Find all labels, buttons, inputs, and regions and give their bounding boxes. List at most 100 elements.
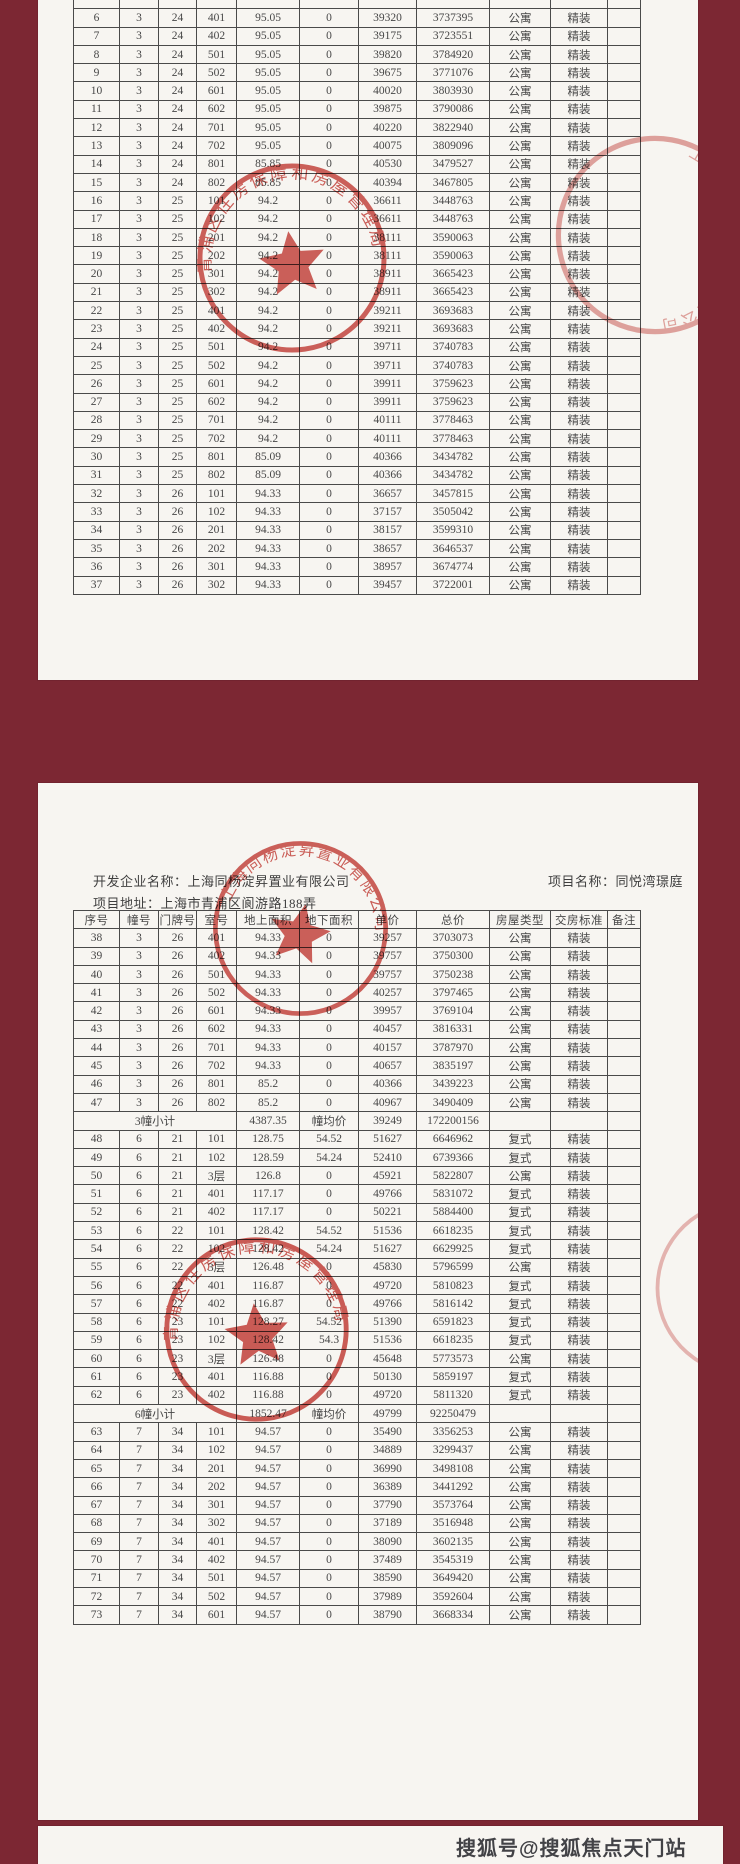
table-cell xyxy=(607,1495,641,1515)
table-cell: 0 xyxy=(299,946,359,966)
table-cell: 0 xyxy=(299,154,359,174)
table-cell: 3层 xyxy=(196,1166,237,1186)
table-cell: 公寓 xyxy=(489,1257,551,1277)
table-cell: 5811320 xyxy=(416,1385,490,1406)
table-cell: 公寓 xyxy=(489,465,551,486)
table-cell: 25 xyxy=(158,337,197,357)
table-cell: 47 xyxy=(73,1092,120,1113)
table-cell: 45 xyxy=(73,1056,120,1076)
table-cell: 201 xyxy=(196,1458,237,1479)
table-row: 6 3 24 401 95.05 0 39320 3737395 公寓 精装 xyxy=(73,8,641,28)
table-cell: 精装 xyxy=(550,928,608,948)
table-cell: 0 xyxy=(299,1513,359,1534)
table-cell: 36611 xyxy=(358,209,417,229)
table-cell: 94.57 xyxy=(236,1532,300,1552)
table-cell: 34 xyxy=(158,1495,197,1515)
table-cell: 精装 xyxy=(550,374,608,394)
table-cell: 7 xyxy=(73,26,120,46)
table-cell xyxy=(607,983,641,1003)
table-cell: 52 xyxy=(73,1202,120,1223)
table-cell: 701 xyxy=(196,118,237,138)
table-cell: 62 xyxy=(73,1385,120,1406)
table-cell: 公寓 xyxy=(489,1513,551,1534)
table-cell: 22 xyxy=(158,1294,197,1314)
table-row: 49 6 21 102 128.59 54.24 52410 6739366 复式 精装 xyxy=(73,1147,641,1168)
table-cell: 38111 xyxy=(358,246,417,266)
table-cell: 0 xyxy=(299,392,359,412)
table-cell: 0 xyxy=(299,1275,359,1296)
table-cell: 94.57 xyxy=(236,1550,300,1570)
price-table-page1: 6 3 24 401 95.05 0 39320 3737395 公寓 精装 7 3 24 402 95.0… xyxy=(73,0,641,595)
table-row: 17 3 25 102 94.2 0 36611 3448763 公寓 精装 xyxy=(73,209,641,229)
table-cell: 3 xyxy=(119,246,159,266)
table-cell: 公寓 xyxy=(489,374,551,394)
table-cell: 402 xyxy=(196,1202,237,1223)
table-row: 67 7 34 301 94.57 0 37790 3573764 公寓 精装 xyxy=(73,1495,641,1515)
table-row: 59 6 23 102 128.42 54.3 51536 6618235 复式 精装 xyxy=(73,1330,641,1351)
table-cell: 0 xyxy=(299,1056,359,1076)
table-cell: 601 xyxy=(196,1605,237,1625)
table-cell: 6幢小计 xyxy=(73,1404,237,1424)
table-cell: 54.24 xyxy=(299,1147,359,1168)
table-cell: 25 xyxy=(158,447,197,467)
table-cell: 0 xyxy=(299,1019,359,1040)
table-cell xyxy=(607,81,641,101)
table-cell: 精装 xyxy=(550,1477,608,1497)
table-cell xyxy=(607,1038,641,1058)
table-cell xyxy=(607,557,641,577)
table-cell: 38590 xyxy=(358,1568,417,1588)
table-cell: 802 xyxy=(196,172,237,193)
table-cell: 0 xyxy=(299,1532,359,1552)
table-cell: 23 xyxy=(158,1385,197,1406)
document-page-1: 6 3 24 401 95.05 0 39320 3737395 公寓 精装 7 3 24 402 95.0… xyxy=(38,0,698,680)
table-cell: 公寓 xyxy=(489,1001,551,1021)
table-cell: 3693683 xyxy=(416,319,490,339)
table-cell: 3 xyxy=(119,337,159,357)
table-cell: 40366 xyxy=(358,447,417,467)
table-cell: 49766 xyxy=(358,1184,417,1204)
table-row: 54 6 22 102 128.42 54.24 51627 6629925 复式 精装 xyxy=(73,1239,641,1259)
table-cell: 24 xyxy=(158,44,197,65)
table-cell: 34 xyxy=(158,1605,197,1625)
table-cell: 0 xyxy=(299,484,359,504)
table-cell: 702 xyxy=(196,429,237,449)
table-cell xyxy=(607,429,641,449)
table-cell: 39911 xyxy=(358,374,417,394)
table-cell: 50 xyxy=(73,1166,120,1186)
table-cell: 7 xyxy=(119,1458,159,1479)
table-row: 34 3 26 201 94.33 0 38157 3599310 公寓 精装 xyxy=(73,520,641,540)
table-cell: 公寓 xyxy=(489,538,551,559)
table-cell: 25 xyxy=(158,429,197,449)
table-cell: 24 xyxy=(158,63,197,83)
table-cell: 精装 xyxy=(550,1202,608,1223)
table-cell: 3 xyxy=(119,1074,159,1094)
table-cell: 73 xyxy=(73,1605,120,1625)
table-cell: 37489 xyxy=(358,1550,417,1570)
table-cell: 精装 xyxy=(550,172,608,193)
table-cell: 0 xyxy=(299,1294,359,1314)
table-cell xyxy=(358,0,417,10)
table-cell xyxy=(607,1056,641,1076)
table-cell: 3602135 xyxy=(416,1532,490,1552)
table-row: 20 3 25 301 94.2 0 38911 3665423 公寓 精装 xyxy=(73,264,641,284)
table-cell: 7 xyxy=(119,1495,159,1515)
table-row: 25 3 25 502 94.2 0 39711 3740783 公寓 精装 xyxy=(73,355,641,376)
table-cell: 94.33 xyxy=(236,502,300,522)
table-cell: 公寓 xyxy=(489,1458,551,1479)
table-cell: 24 xyxy=(158,26,197,46)
table-cell xyxy=(607,301,641,321)
table-cell: 43 xyxy=(73,1019,120,1040)
table-cell: 公寓 xyxy=(489,1056,551,1076)
table-cell: 26 xyxy=(158,983,197,1003)
table-cell: 精装 xyxy=(550,118,608,138)
table-cell: 0 xyxy=(299,1605,359,1625)
table-cell: 3 xyxy=(119,465,159,486)
table-cell: 101 xyxy=(196,1312,237,1332)
table-cell: 94.57 xyxy=(236,1605,300,1625)
project-name: 项目名称：同悦湾璟庭 xyxy=(547,874,683,889)
table-cell: 精装 xyxy=(550,1221,608,1241)
table-cell: 精装 xyxy=(550,1458,608,1479)
table-cell: 40111 xyxy=(358,410,417,431)
table-cell: 3599310 xyxy=(416,520,490,540)
table-cell: 0 xyxy=(299,1074,359,1094)
